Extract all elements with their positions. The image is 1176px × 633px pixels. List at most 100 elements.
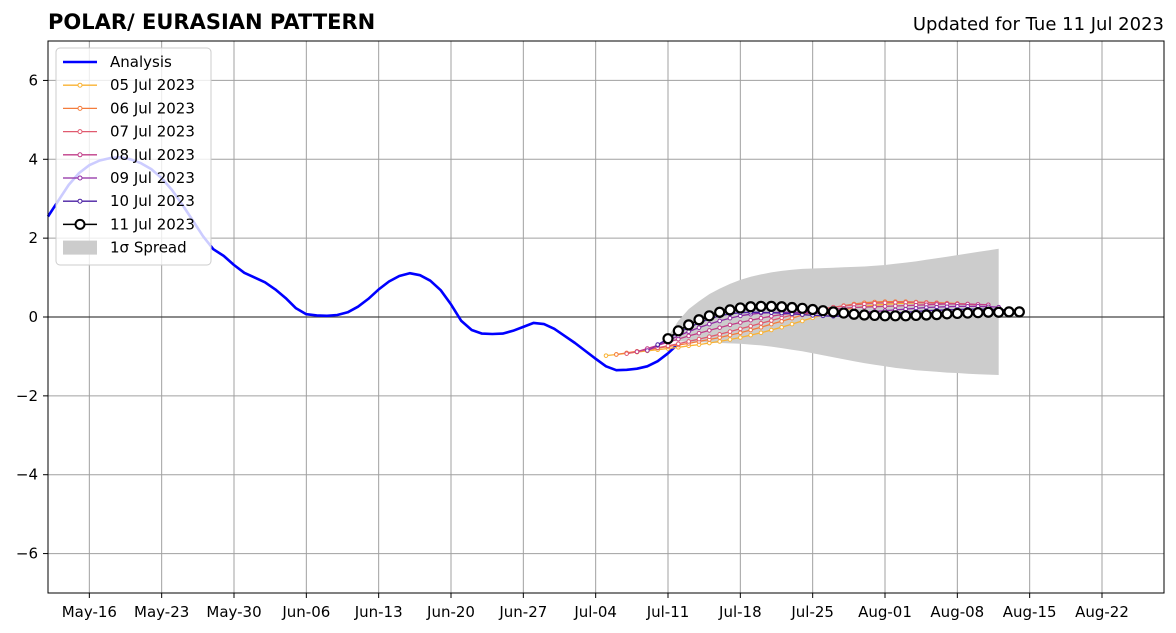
x-tick-label: Jul-11 [646,603,690,621]
forecast-point [789,321,795,327]
forecast-point [724,304,736,316]
forecast-point [962,307,974,319]
forecast-point [827,306,839,318]
forecast-point [779,324,784,330]
forecast-point [755,300,767,312]
chart-subtitle: Updated for Tue 11 Jul 2023 [913,14,1164,35]
x-tick-label: Aug-01 [858,603,912,621]
x-tick-label: Jul-04 [573,603,617,621]
legend-item: Analysis [63,53,172,71]
forecast-point [655,342,660,347]
forecast-point [786,301,798,314]
legend-label: 11 Jul 2023 [110,215,195,233]
y-tick-label: 6 [28,71,38,89]
y-tick-label: 0 [28,308,38,326]
forecast-point [765,300,777,312]
forecast-point [717,325,722,330]
forecast-point [758,324,764,330]
legend-item: 07 Jul 2023 [63,123,195,141]
forecast-point [758,321,764,326]
chart-title: POLAR/ EURASIAN PATTERN [48,10,375,34]
x-tick-label: Jun-27 [498,603,547,621]
forecast-point [614,352,619,357]
x-tick-label: May-16 [62,603,117,621]
x-tick-label: Aug-15 [1003,603,1057,621]
forecast-point [769,318,774,323]
forecast-point [893,303,898,309]
y-tick-label: −2 [16,387,38,405]
legend-marker [77,198,83,204]
x-tick-label: Jun-06 [281,603,330,621]
forecast-point [662,333,674,345]
forecast-point [941,308,953,320]
forecast-point [869,309,881,322]
forecast-point [931,309,943,321]
legend-label: 07 Jul 2023 [110,123,195,141]
forecast-point [900,310,912,322]
y-tick-label: −6 [16,545,38,563]
forecast-point [707,334,712,340]
forecast-point [951,307,963,320]
forecast-point [748,317,753,323]
forecast-point [717,332,722,337]
forecast-point [738,320,743,325]
forecast-point [683,319,695,331]
legend-label: 10 Jul 2023 [110,192,195,210]
legend-item: 08 Jul 2023 [63,146,195,164]
forecast-point [993,306,1005,318]
forecast-point [727,322,733,328]
forecast-point [882,304,888,309]
forecast-point [758,330,764,336]
forecast-point [889,310,901,322]
forecast-point [848,308,860,320]
forecast-point [758,315,764,321]
forecast-point [634,349,640,354]
forecast-point [693,314,705,326]
forecast-point [717,339,722,344]
forecast-point [645,348,650,353]
forecast-point [776,301,788,313]
forecast-point [1013,306,1025,318]
forecast-point [920,309,932,321]
forecast-point [696,330,702,336]
forecast-point [738,335,743,340]
forecast-point [727,315,733,321]
y-tick-label: 2 [28,229,38,247]
forecast-point [862,304,867,310]
forecast-point [910,309,922,322]
forecast-point [872,304,877,310]
forecast-point [972,307,984,319]
forecast-point [672,325,684,337]
x-tick-label: Jul-18 [718,603,762,621]
forecast-point [817,305,829,317]
legend-label: 09 Jul 2023 [110,169,195,187]
forecast-point [727,329,733,334]
legend-item: 09 Jul 2023 [63,169,195,187]
forecast-point [738,326,743,332]
legend-item: 1σ Spread [63,239,187,257]
legend-label: 1σ Spread [110,239,187,257]
legend-label: Analysis [110,53,172,71]
legend-label: 05 Jul 2023 [110,76,195,94]
forecast-point [603,353,609,358]
forecast-point [734,302,746,314]
x-tick-label: Jun-20 [426,603,475,621]
forecast-point [717,318,722,324]
forecast-point [858,309,870,321]
forecast-point [703,310,715,322]
forecast-point [745,301,757,313]
forecast-point [686,339,691,344]
forecast-point [748,323,753,329]
legend-box [55,47,212,266]
forecast-point [800,318,805,324]
plot-frame [47,40,1165,594]
legend-marker [77,129,83,135]
forecast-point [676,341,681,347]
legend-marker [77,175,83,181]
y-tick-label: 4 [28,150,38,168]
legend: Analysis 05 Jul 2023 06 Jul 2023 07 Jul 202… [55,47,212,266]
x-tick-label: May-23 [134,603,189,621]
legend-swatch [63,240,97,255]
legend-item: 05 Jul 2023 [63,76,195,94]
forecast-point [982,306,994,318]
